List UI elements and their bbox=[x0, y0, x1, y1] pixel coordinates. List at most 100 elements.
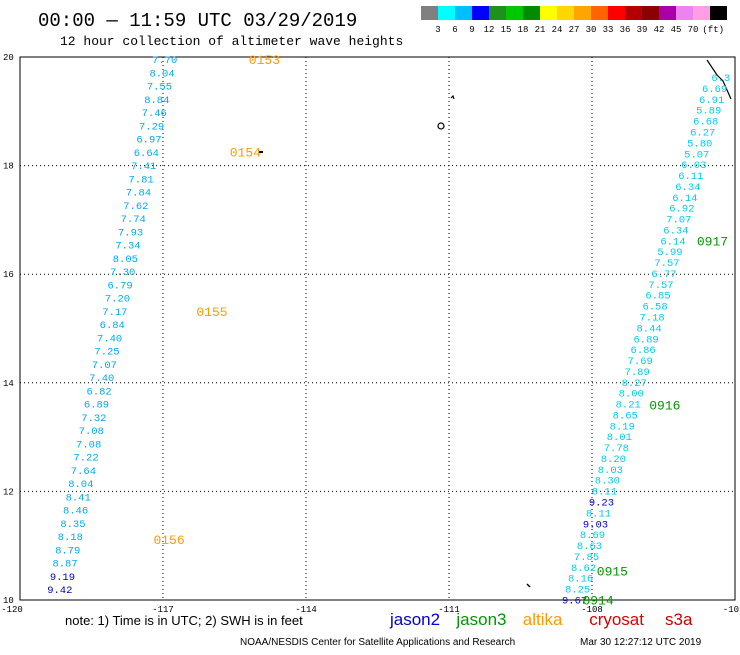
colorbar-label: 3 bbox=[435, 25, 440, 35]
wave-height-label: 6.97 bbox=[136, 135, 161, 147]
satellite-legend: jason2 jason3 altika cryosat s3a bbox=[389, 610, 693, 629]
colorbar-label: 30 bbox=[586, 25, 597, 35]
y-tick-label: 20 bbox=[3, 53, 14, 63]
wave-height-label: 7.57 bbox=[648, 280, 673, 292]
wave-height-label: 8.21 bbox=[616, 400, 641, 412]
y-tick-label: 10 bbox=[3, 596, 14, 606]
wave-height-label: 6.85 bbox=[645, 291, 670, 303]
wave-height-label: 7.93 bbox=[118, 227, 143, 239]
wave-height-label: 7.46 bbox=[142, 108, 167, 120]
wave-height-label: 7.29 bbox=[139, 121, 164, 133]
wave-height-label: 7.41 bbox=[131, 161, 156, 173]
wave-height-label: 7.08 bbox=[76, 439, 101, 451]
footer-note: note: 1) Time is in UTC; 2) SWH is in fe… bbox=[65, 613, 303, 628]
colorbar-label: 15 bbox=[501, 25, 512, 35]
axis-ticks: -120 -117 -114 -111 -108 -10 10 12 14 16 18 20 bbox=[1, 53, 739, 615]
wave-height-label: 6.34 bbox=[663, 225, 688, 237]
wave-height-label: 5.80 bbox=[687, 138, 712, 150]
wave-height-label: 8.79 bbox=[55, 545, 80, 557]
y-tick-label: 14 bbox=[3, 379, 14, 389]
satellite-legend-item: altika bbox=[523, 610, 563, 629]
plot-frame bbox=[19, 56, 736, 601]
wave-height-label: 7.85 bbox=[574, 552, 599, 564]
wave-height-label: 5.07 bbox=[684, 149, 709, 161]
colorbar-swatch bbox=[591, 6, 608, 20]
colorbar-unit: (ft) bbox=[702, 25, 724, 35]
wave-height-label: 8.46 bbox=[63, 506, 88, 518]
wave-height-label: 7.25 bbox=[94, 347, 119, 359]
wave-height-label: 7.32 bbox=[81, 413, 106, 425]
colorbar-swatch bbox=[455, 6, 472, 20]
colorbar-label: 33 bbox=[603, 25, 614, 35]
wave-height-label: 6.86 bbox=[631, 345, 656, 357]
satellite-legend-item: jason2 bbox=[389, 610, 440, 629]
wave-height-label: 8.65 bbox=[613, 410, 638, 422]
wave-height-label: 8.44 bbox=[636, 323, 661, 335]
colorbar-label: 70 bbox=[688, 25, 699, 35]
wave-height-label: 6.91 bbox=[699, 95, 724, 107]
wave-height-label: 7.40 bbox=[97, 333, 122, 345]
wave-height-label: 8.27 bbox=[622, 378, 647, 390]
footer-credit: NOAA/NESDIS Center for Satellite Applica… bbox=[240, 637, 515, 648]
wave-height-label: 8.04 bbox=[149, 68, 174, 80]
track-group: 6.36.696.915.896.686.275.805.076.036.116… bbox=[562, 73, 730, 608]
satellite-legend-item: s3a bbox=[665, 610, 693, 629]
wave-height-label: 7.69 bbox=[628, 356, 653, 368]
satellite-legend-item: cryosat bbox=[589, 610, 644, 629]
wave-height-label: 6.77 bbox=[651, 269, 676, 281]
grid-lines bbox=[20, 57, 735, 600]
colorbar-swatch bbox=[557, 6, 574, 20]
colorbar-label: 9 bbox=[469, 25, 474, 35]
chart-title: 00:00 — 11:59 UTC 03/29/2019 bbox=[38, 10, 357, 32]
wave-height-label: 8.01 bbox=[607, 432, 632, 444]
wave-height-label: 7.70 bbox=[152, 55, 177, 67]
satellite-legend-item: jason3 bbox=[455, 610, 506, 629]
colorbar-label: 6 bbox=[452, 25, 457, 35]
wave-height-label: 6.89 bbox=[84, 400, 109, 412]
colorbar-swatch bbox=[693, 6, 710, 20]
wave-height-label: 8.11 bbox=[592, 487, 617, 499]
wave-height-label: 6.92 bbox=[669, 204, 694, 216]
wave-height-label: 7.40 bbox=[89, 373, 114, 385]
colorbar-swatch bbox=[506, 6, 523, 20]
wave-height-label: 7.64 bbox=[71, 466, 96, 478]
colorbar-swatch bbox=[608, 6, 625, 20]
time-label: 0915 bbox=[597, 565, 628, 580]
wave-height-label: 6.79 bbox=[108, 280, 133, 292]
y-tick-label: 16 bbox=[3, 270, 14, 280]
wave-height-label: 8.63 bbox=[577, 541, 602, 553]
wave-height-label: 8.05 bbox=[113, 254, 138, 266]
wave-height-label: 8.00 bbox=[619, 389, 644, 401]
wave-height-label: 6.82 bbox=[87, 386, 112, 398]
colorbar-swatch bbox=[710, 6, 727, 20]
wave-height-label: 6.03 bbox=[681, 160, 706, 172]
x-tick-label: -10 bbox=[723, 605, 739, 615]
colorbar-label: 18 bbox=[518, 25, 529, 35]
colorbar-swatch bbox=[489, 6, 506, 20]
x-tick-label: -114 bbox=[295, 605, 317, 615]
colorbar-label: 42 bbox=[654, 25, 665, 35]
chart-subtitle: 12 hour collection of altimeter wave hei… bbox=[60, 34, 403, 49]
y-tick-label: 12 bbox=[3, 487, 14, 497]
colorbar-label: 39 bbox=[637, 25, 648, 35]
colorbar-swatch bbox=[574, 6, 591, 20]
wave-height-label: 7.07 bbox=[92, 360, 117, 372]
wave-height-label: 7.20 bbox=[105, 294, 130, 306]
wave-height-label: 7.08 bbox=[79, 426, 104, 438]
wave-height-label: 8.25 bbox=[565, 585, 590, 597]
x-tick-label: -120 bbox=[1, 605, 23, 615]
footer-timestamp: Mar 30 12:27:12 UTC 2019 bbox=[580, 637, 702, 648]
colorbar-label: 27 bbox=[569, 25, 580, 35]
colorbar-swatch bbox=[472, 6, 489, 20]
time-label: 0916 bbox=[649, 399, 680, 414]
colorbar-swatch bbox=[421, 6, 438, 20]
island-mark bbox=[437, 122, 445, 130]
wave-height-label: 9.67 bbox=[562, 595, 587, 607]
wave-height-label: 6.84 bbox=[100, 320, 125, 332]
wave-height-label: 8.62 bbox=[571, 563, 596, 575]
time-label: 0914 bbox=[582, 593, 613, 608]
colorbar-swatch bbox=[438, 6, 455, 20]
colorbar-swatch bbox=[676, 6, 693, 20]
wave-height-label: 8.11 bbox=[586, 508, 611, 520]
